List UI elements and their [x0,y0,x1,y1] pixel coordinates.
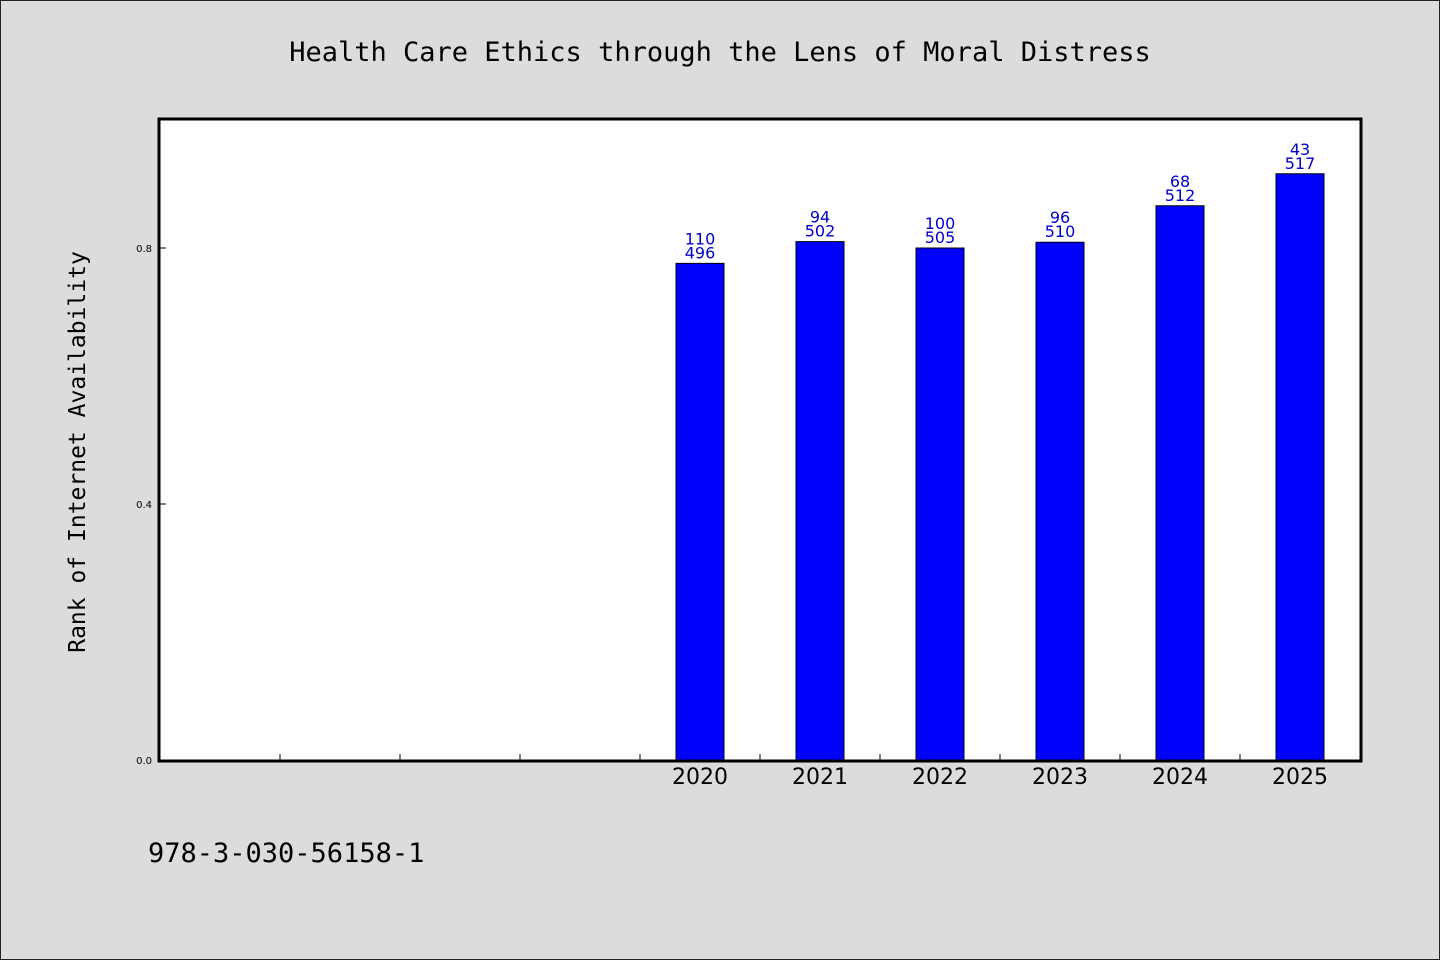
plot-border [157,117,1363,763]
chart-title: Health Care Ethics through the Lens of M… [289,37,1151,68]
x-tick-label: 2025 [1272,765,1328,790]
x-tick-label: 2022 [912,765,968,790]
bar [675,262,725,761]
x-tick-label: 2024 [1152,765,1208,790]
data-label-top: 100 [925,214,956,233]
x-tick-label: 2020 [672,765,728,790]
data-label-top: 110 [685,229,716,248]
data-label-bottom: 510 [1045,222,1076,241]
x-tick-label: 2021 [792,765,848,790]
bar [1155,205,1205,761]
y-tick-label: 0.8 [136,244,152,255]
isbn-text: 978-3-030-56158-1 [148,838,424,869]
bar [1035,241,1085,761]
data-label-top: 68 [1170,172,1190,191]
data-label-top: 94 [810,208,830,227]
data-label-bottom: 502 [805,222,836,241]
y-tick-label: 0.4 [136,500,152,511]
data-label-bottom: 512 [1165,186,1196,205]
bar [1275,173,1325,761]
bars-group [675,173,1325,761]
data-label-top: 43 [1290,140,1310,159]
x-tick-label: 2023 [1032,765,1088,790]
data-label-top: 96 [1050,208,1070,227]
y-tick-label: 0.0 [136,756,152,767]
y-axis-label: Rank of Internet Availability [65,251,91,653]
data-label-bottom: 496 [685,243,716,262]
bar [915,247,965,761]
bar [795,241,845,761]
x-ticks-group: 2020 2021 2022 2023 2024 2025 [279,754,1328,790]
data-label-bottom: 505 [925,228,956,247]
data-label-bottom: 517 [1285,154,1316,173]
